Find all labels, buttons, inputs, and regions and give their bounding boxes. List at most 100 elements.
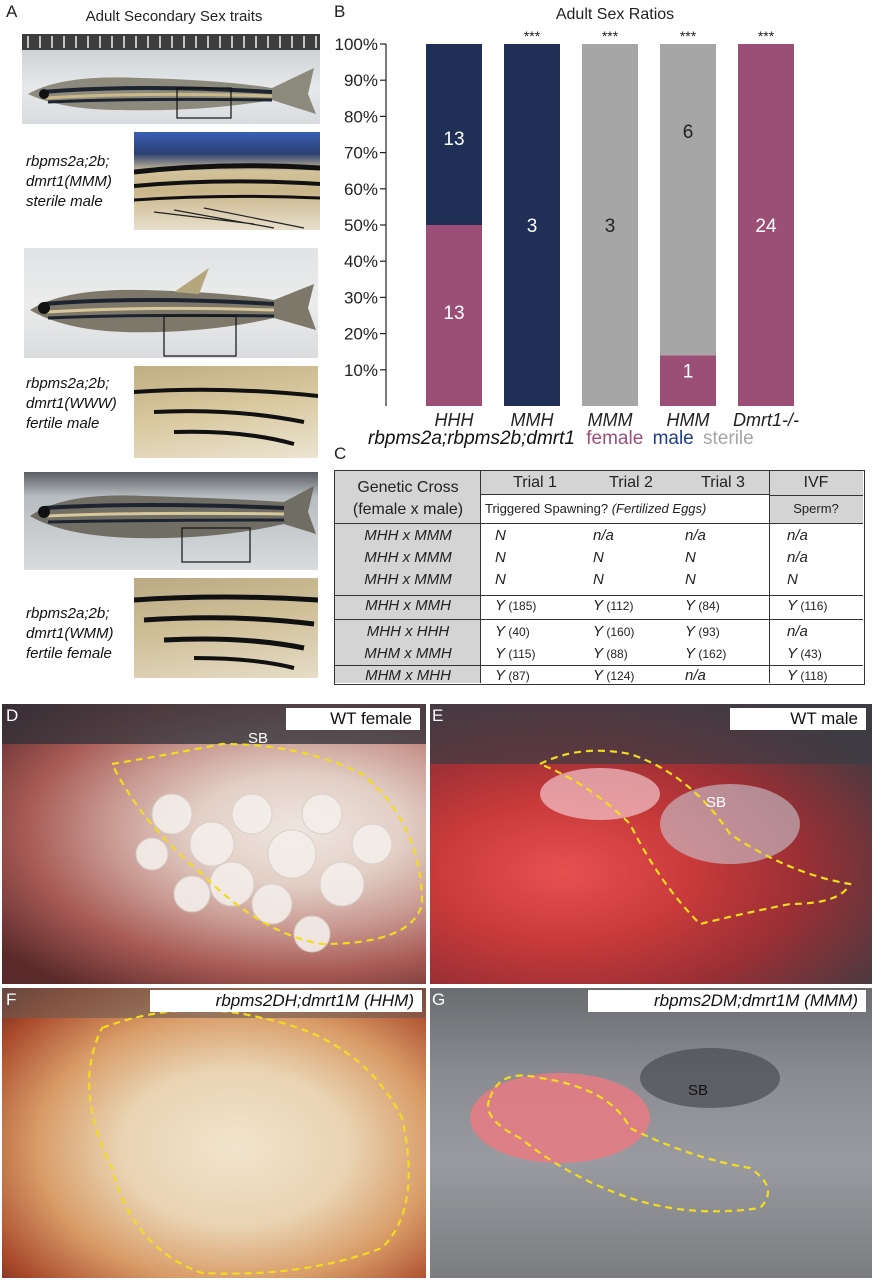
chart-legend: rbpms2a;rbpms2b;dmrt1 female male steril… [368, 428, 754, 450]
cross-cell: MHH x MMH [365, 597, 451, 614]
y-tick-label: 70% [344, 144, 378, 163]
caption-fertile-male: rbpms2a;2b; dmrt1(WWW) fertile male [26, 374, 136, 434]
caption-line: sterile male [26, 193, 103, 210]
result-cell: N [685, 549, 696, 566]
header-trial-3: Trial 3 [701, 474, 745, 491]
panel-a-title: Adult Secondary Sex traits [85, 8, 263, 25]
result-value: N [593, 549, 604, 566]
result-value: Y [685, 645, 696, 662]
y-tick-label: 90% [344, 71, 378, 90]
sub-header-spawning: Triggered Spawning? [485, 501, 609, 516]
caption-sterile-male: rbpms2a;2b; dmrt1(MMM) sterile male [26, 152, 136, 212]
result-cell: n/a [593, 527, 614, 544]
dissection-photo-wt-male [430, 704, 872, 984]
result-value: Y [787, 645, 798, 662]
result-value: Y [593, 667, 604, 684]
fin-zoom-fertile-male [134, 366, 318, 458]
significance-stars: *** *** *** *** [524, 28, 775, 44]
fish-photo-fertile-male [24, 248, 318, 358]
result-cell: n/a [685, 527, 706, 544]
result-cell: Y (185) [495, 597, 536, 614]
crosses-table: Genetic Cross (female x male) Trial 1 Tr… [334, 470, 865, 685]
result-value: Y [685, 597, 696, 614]
result-cell: Y (124) [593, 667, 634, 684]
result-value: N [495, 571, 506, 588]
x-axis-labels: HHH MMH MMM HMM Dmrt1-/- [435, 410, 800, 426]
result-value: n/a [787, 549, 808, 566]
cross-cell: MHM x MHH [365, 667, 451, 684]
result-cell: Y (118) [787, 667, 827, 684]
panel-b-label: B [334, 2, 346, 21]
bars [426, 44, 794, 406]
dissection-photo-hhm [2, 988, 426, 1278]
dissection-overlay-f [2, 988, 426, 1275]
result-value: Y [593, 645, 604, 662]
result-cell: N [787, 571, 798, 588]
dissection-overlay-e [430, 704, 872, 926]
header-trial-1: Trial 1 [513, 474, 557, 491]
header-cross-line2: (female x male) [352, 501, 464, 518]
dissection-overlay-d [2, 704, 426, 953]
result-cell: N [495, 527, 506, 544]
result-cell: N [495, 549, 506, 566]
x-tick-label: MMH [511, 410, 555, 426]
result-cell: Y (162) [685, 645, 726, 662]
egg-count: (93) [695, 625, 720, 639]
caption-line: rbpms2a;2b; [26, 375, 110, 392]
header-ivf: IVF [803, 474, 829, 491]
header-trial-2: Trial 2 [609, 474, 653, 491]
result-value: N [787, 571, 798, 588]
y-tick-label: 30% [344, 288, 378, 307]
sub-header: Triggered Spawning? (Fertilized Eggs) [485, 501, 769, 516]
result-cell: n/a [787, 623, 808, 640]
caption-fertile-female: rbpms2a;2b; dmrt1(WMM) fertile female [26, 604, 136, 664]
result-cell: N [593, 549, 604, 566]
dissection-overlay-g [470, 1048, 780, 1213]
egg-count: (116) [797, 599, 828, 613]
result-value: n/a [685, 667, 706, 684]
caption-line: fertile male [26, 415, 100, 432]
ivf-column-line [769, 523, 770, 683]
egg-count: (87) [505, 669, 530, 683]
fish-photo-fertile-female [24, 472, 318, 570]
panel-e-sb: SB [706, 794, 727, 811]
result-value: Y [787, 667, 798, 684]
result-value: N [685, 549, 696, 566]
legend-female: female [586, 428, 644, 449]
result-value: Y [495, 623, 506, 640]
result-cell: Y (88) [593, 645, 628, 662]
egg-count: (88) [603, 647, 628, 661]
y-axis: 10% 20% 30% 40% 50% 60% 70% 80% 90% 100% [335, 35, 387, 406]
bar-female [426, 225, 482, 406]
bar-male [426, 44, 482, 225]
header-cross-line1: Genetic Cross [357, 479, 459, 496]
fish-illustration-2 [30, 268, 316, 357]
result-cell: Y (116) [787, 597, 827, 614]
trial-header-bg [481, 471, 769, 495]
result-cell: Y (84) [685, 597, 720, 614]
result-cell: N [495, 571, 506, 588]
panel-g-label: G [432, 990, 446, 1009]
caption-line: fertile female [26, 645, 112, 662]
egg-count: (118) [797, 669, 828, 683]
bar-sterile [582, 44, 638, 406]
egg-count: (162) [695, 647, 727, 661]
caption-line: dmrt1(WWW) [26, 395, 117, 412]
bar-female [660, 355, 716, 406]
bar-male [504, 44, 560, 406]
group-divider [335, 619, 863, 620]
result-value: Y [685, 623, 696, 640]
y-tick-label: 10% [344, 361, 378, 380]
header-bottom-line [335, 523, 863, 524]
egg-count: (84) [695, 599, 720, 613]
panel-d-label: D [6, 706, 19, 725]
bar-count-label: 3 [605, 216, 616, 237]
result-value: Y [593, 623, 604, 640]
result-value: N [593, 571, 604, 588]
panel-g-tag: rbpms2DM;dmrt1M (MMM) [588, 990, 866, 1012]
cross-cell: MHH x MMM [364, 527, 452, 544]
cross-cell: MHH x MMM [364, 571, 452, 588]
egg-count: (115) [505, 647, 536, 661]
bar-sterile [660, 44, 716, 356]
ivf-divider [769, 495, 863, 496]
